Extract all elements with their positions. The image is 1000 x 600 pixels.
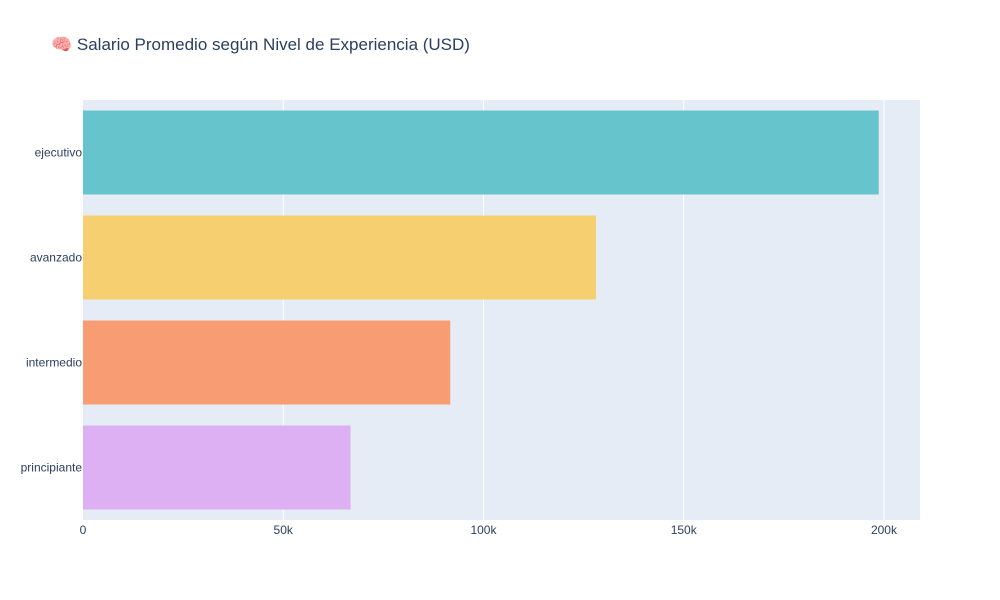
bar-intermedio[interactable] [83, 320, 451, 405]
x-tick-label: 200k [871, 523, 898, 537]
x-tick-label: 150k [671, 523, 698, 537]
x-tick-label: 50k [274, 523, 294, 537]
y-tick-label: ejecutivo [35, 146, 83, 160]
x-tick-label: 100k [470, 523, 497, 537]
bar-principiante[interactable] [83, 425, 351, 510]
x-tick-label: 0 [80, 523, 87, 537]
x-axis-tick-labels: 0 50k 100k 150k 200k [80, 523, 898, 537]
y-tick-label: principiante [21, 461, 83, 475]
chart-title: 🧠 Salario Promedio según Nivel de Experi… [51, 35, 470, 54]
y-tick-label: avanzado [30, 251, 82, 265]
y-axis-tick-labels: ejecutivo avanzado intermedio principiante [21, 146, 83, 475]
bars [83, 110, 879, 510]
bar-ejecutivo[interactable] [83, 110, 879, 195]
bar-avanzado[interactable] [83, 215, 597, 300]
y-tick-label: intermedio [26, 356, 82, 370]
